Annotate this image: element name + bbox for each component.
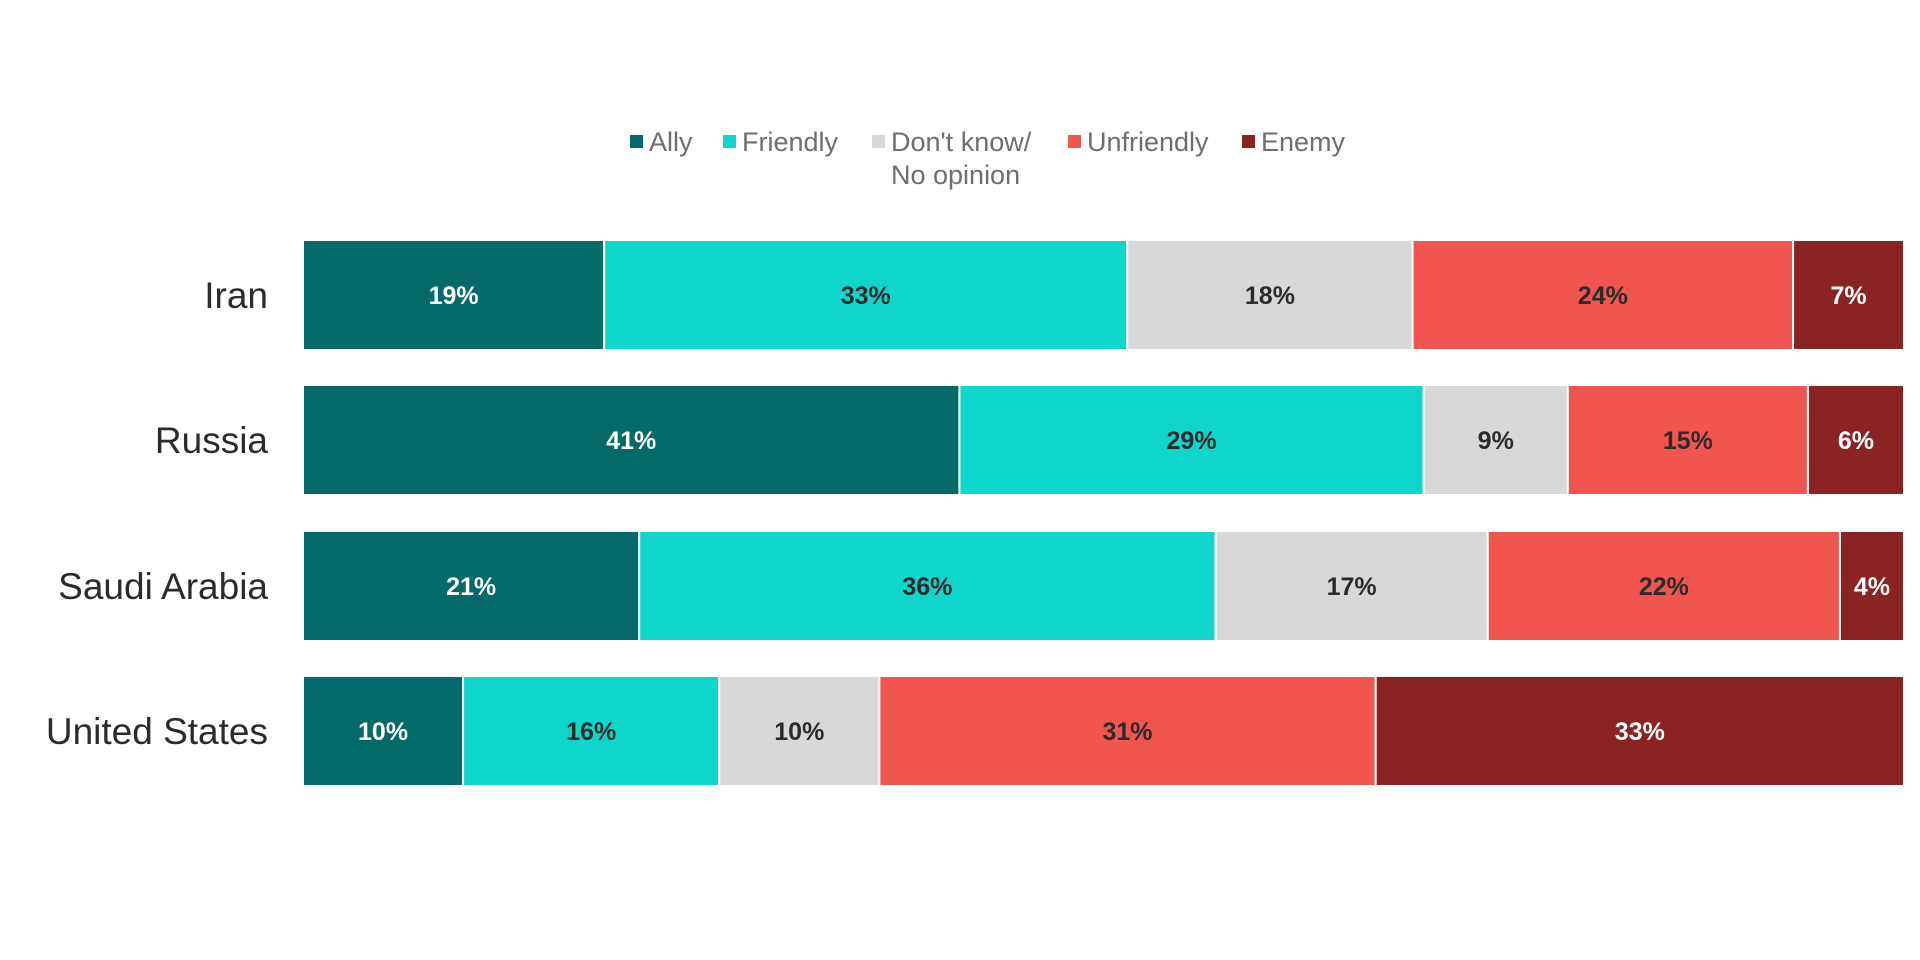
bar-row-russia: 41% 29% 9% 15% 6% (302, 384, 1905, 496)
data-label-united-states-don-t-know-no-opinion: 10% (774, 718, 824, 746)
data-label-united-states-friendly: 16% (566, 718, 616, 746)
data-label-iran-don-t-know-no-opinion: 18% (1245, 282, 1295, 310)
data-label-united-states-unfriendly: 31% (1102, 718, 1152, 746)
bar-row-iran: 19% 33% 18% 24% 7% (302, 239, 1905, 351)
bar-segment-iran-don-t-know-no-opinion (1126, 239, 1414, 351)
bar-segment-russia-unfriendly (1566, 384, 1809, 496)
bar-segment-united-states-don-t-know-no-opinion (718, 675, 881, 787)
bar-segment-saudi-arabia-friendly (638, 530, 1217, 642)
data-label-russia-friendly: 29% (1167, 427, 1217, 455)
legend-label-ally: Ally (649, 127, 693, 157)
bar-segment-iran-ally (302, 239, 606, 351)
data-label-iran-unfriendly: 24% (1578, 282, 1628, 310)
data-label-united-states-ally: 10% (358, 718, 408, 746)
data-label-russia-enemy: 6% (1838, 427, 1874, 455)
bar-segment-iran-friendly (603, 239, 1129, 351)
data-label-saudi-arabia-ally: 21% (446, 573, 496, 601)
bar-segment-saudi-arabia-unfriendly (1486, 530, 1841, 642)
bar-row-saudi-arabia: 21% 36% 17% 22% 4% (302, 530, 1905, 642)
bar-segment-saudi-arabia-enemy (1838, 530, 1905, 642)
legend: Ally Friendly Don't know/No opinion Unfrien… (630, 127, 1346, 190)
legend-swatch-don-t-know-no-opinion (872, 135, 885, 148)
legend-swatch-unfriendly (1068, 135, 1081, 148)
data-label-russia-ally: 41% (606, 427, 656, 455)
bar-segment-russia-ally (302, 384, 961, 496)
data-label-saudi-arabia-friendly: 36% (902, 573, 952, 601)
category-labels: Iran Russia Saudi Arabia United States (46, 275, 269, 752)
data-label-russia-don-t-know-no-opinion: 9% (1478, 427, 1514, 455)
bar-segment-russia-enemy (1806, 384, 1905, 496)
bar-row-united-states: 10% 16% 10% 31% 33% (302, 675, 1906, 787)
legend-swatch-enemy (1242, 135, 1255, 148)
category-label-united-states: United States (46, 711, 268, 752)
data-label-united-states-enemy: 33% (1615, 718, 1665, 746)
legend-label-unfriendly: Unfriendly (1087, 127, 1209, 157)
bar-segment-saudi-arabia-don-t-know-no-opinion (1214, 530, 1489, 642)
stacked-bars: 19% 33% 18% 24% 7% 41% 29% 9% 15% 6% 21% 36% 17% 22% 4… (302, 239, 1906, 787)
legend-swatch-friendly (723, 135, 736, 148)
data-label-saudi-arabia-unfriendly: 22% (1639, 573, 1689, 601)
data-label-iran-friendly: 33% (841, 282, 891, 310)
data-label-russia-unfriendly: 15% (1663, 427, 1713, 455)
bar-segment-iran-enemy (1792, 239, 1905, 351)
bar-segment-united-states-friendly (462, 675, 721, 787)
bar-segment-united-states-ally (302, 675, 465, 787)
category-label-saudi-arabia: Saudi Arabia (58, 566, 268, 607)
legend-swatch-ally (630, 135, 643, 148)
bar-segment-united-states-enemy (1374, 675, 1906, 787)
data-label-saudi-arabia-don-t-know-no-opinion: 17% (1327, 573, 1377, 601)
bar-segment-iran-unfriendly (1411, 239, 1795, 351)
data-label-saudi-arabia-enemy: 4% (1854, 573, 1890, 601)
legend-label-don-t-know-no-opinion: Don't know/No opinion (891, 127, 1032, 190)
data-label-iran-ally: 19% (429, 282, 479, 310)
bar-segment-russia-don-t-know-no-opinion (1422, 384, 1569, 496)
legend-label-enemy: Enemy (1261, 127, 1346, 157)
category-label-iran: Iran (204, 275, 268, 316)
legend-label-friendly: Friendly (742, 127, 839, 157)
bar-segment-russia-friendly (958, 384, 1425, 496)
category-label-russia: Russia (155, 420, 269, 461)
data-label-iran-enemy: 7% (1830, 282, 1866, 310)
bar-segment-united-states-unfriendly (878, 675, 1377, 787)
